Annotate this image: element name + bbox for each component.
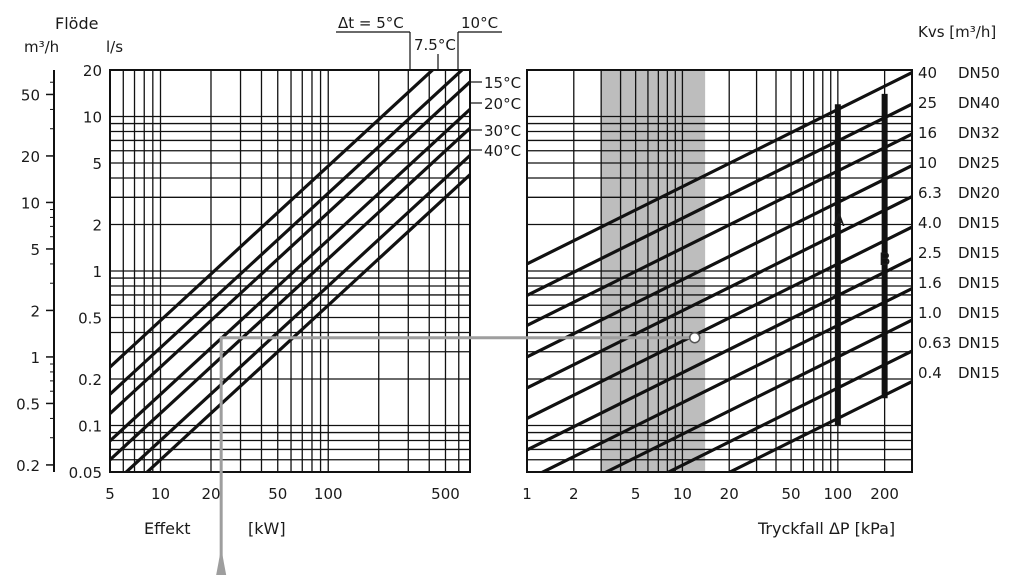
x-tick-label-left: 50 <box>268 485 287 503</box>
dt-15-label: 15°C <box>484 74 521 92</box>
y-tick-label-m3h: 5 <box>30 241 40 259</box>
y-tick-label-ls: 2 <box>92 216 102 234</box>
series-line-1 <box>110 70 465 396</box>
valve-line-8 <box>602 318 912 472</box>
right-chart-series <box>527 71 912 472</box>
kvs-value-label: 40 <box>918 64 937 82</box>
y-tick-label-ls: 5 <box>92 155 102 173</box>
y-tick-label-ls: 0.05 <box>69 464 102 482</box>
y-tick-label-m3h: 10 <box>21 194 40 212</box>
x-tick-label-right: 1 <box>522 485 532 503</box>
y-tick-label-m3h: 1 <box>30 349 40 367</box>
x-axis-unit-left: [kW] <box>248 519 286 538</box>
dn-label: DN25 <box>958 154 1000 172</box>
valve-line-1 <box>527 102 912 297</box>
dn-label: DN15 <box>958 274 1000 292</box>
y-tick-label-ls: 1 <box>92 263 102 281</box>
dn-label: DN15 <box>958 244 1000 262</box>
example-path <box>219 336 695 565</box>
x-tick-label-right: 100 <box>824 485 853 503</box>
x-axis-label-left: Effekt <box>144 519 191 538</box>
y-tick-label-ls: 10 <box>83 109 102 127</box>
series-line-3 <box>110 108 470 443</box>
dn-label: DN15 <box>958 364 1000 382</box>
dt-40-label: 40°C <box>484 142 521 160</box>
example-point <box>688 331 701 344</box>
y-tick-label-m3h: 2 <box>30 302 40 320</box>
x-tick-label-right: 10 <box>673 485 692 503</box>
kvs-value-label: 25 <box>918 94 937 112</box>
x-tick-label-right: 50 <box>782 485 801 503</box>
series-line-4 <box>110 127 470 461</box>
y-tick-label-ls: 0.5 <box>78 310 102 328</box>
x-tick-label-right: 20 <box>720 485 739 503</box>
x-tick-label-right: 200 <box>870 485 899 503</box>
valve-line-9 <box>665 349 912 472</box>
kvs-title: Kvs [m³/h] <box>918 23 996 41</box>
valve-line-5 <box>527 225 912 420</box>
kvs-value-label: 0.4 <box>918 364 942 382</box>
kvs-value-label: 1.6 <box>918 274 942 292</box>
dn-label: DN50 <box>958 64 1000 82</box>
y-tick-label-ls: 20 <box>83 62 102 80</box>
dn-label: DN32 <box>958 124 1000 142</box>
marker-b-label: B <box>879 250 891 270</box>
dn-label: DN15 <box>958 334 1000 352</box>
series-line-5 <box>123 154 470 472</box>
dt-5-label: Δt = 5°C <box>338 14 404 32</box>
dn-label: DN15 <box>958 304 1000 322</box>
dt-30-label: 30°C <box>484 122 521 140</box>
y-unit-m3h: m³/h <box>24 38 59 56</box>
kvs-value-label: 10 <box>918 154 937 172</box>
marker-a-label: A <box>833 211 845 231</box>
valve-line-0 <box>527 71 912 266</box>
y-axis-title: Flöde <box>55 14 98 33</box>
y-tick-label-ls: 0.2 <box>78 371 102 389</box>
dt-20-label: 20°C <box>484 95 521 113</box>
x-tick-label-right: 2 <box>569 485 579 503</box>
chart-axes <box>46 31 913 575</box>
dt-7-5-label: 7.5°C <box>414 36 456 54</box>
kvs-value-label: 4.0 <box>918 214 942 232</box>
x-axis-label-right: Tryckfall ΔP [kPa] <box>757 519 895 538</box>
dn-label: DN15 <box>958 214 1000 232</box>
x-tick-label-left: 10 <box>151 485 170 503</box>
valve-line-6 <box>527 257 912 452</box>
x-tick-label-left: 20 <box>201 485 220 503</box>
y-tick-label-m3h: 0.5 <box>16 395 40 413</box>
kvs-value-label: 1.0 <box>918 304 942 322</box>
y-tick-label-ls: 0.1 <box>78 417 102 435</box>
series-line-2 <box>110 80 470 415</box>
dn-label: DN40 <box>958 94 1000 112</box>
y-unit-ls: l/s <box>106 38 123 56</box>
kvs-value-label: 6.3 <box>918 184 942 202</box>
valve-line-7 <box>539 287 912 472</box>
kvs-value-label: 0.63 <box>918 334 951 352</box>
x-tick-label-left: 100 <box>314 485 343 503</box>
y-tick-label-m3h: 20 <box>21 148 40 166</box>
kvs-value-label: 16 <box>918 124 937 142</box>
y-tick-label-m3h: 0.2 <box>16 457 40 475</box>
left-chart-series <box>110 70 470 472</box>
y-tick-label-m3h: 50 <box>21 86 40 104</box>
valve-line-10 <box>726 380 912 472</box>
valve-line-2 <box>527 132 912 327</box>
dt-10-label: 10°C <box>461 14 498 32</box>
x-tick-label-left: 5 <box>105 485 115 503</box>
kvs-value-label: 2.5 <box>918 244 942 262</box>
valve-line-4 <box>527 195 912 390</box>
valve-line-3 <box>527 164 912 359</box>
right-plot-frame <box>526 69 913 473</box>
dn-label: DN20 <box>958 184 1000 202</box>
series-line-6 <box>144 173 470 472</box>
x-tick-label-right: 5 <box>631 485 641 503</box>
series-line-0 <box>110 70 435 369</box>
example-arrow <box>216 548 227 575</box>
left-plot-frame <box>109 69 471 473</box>
x-tick-label-left: 500 <box>431 485 460 503</box>
